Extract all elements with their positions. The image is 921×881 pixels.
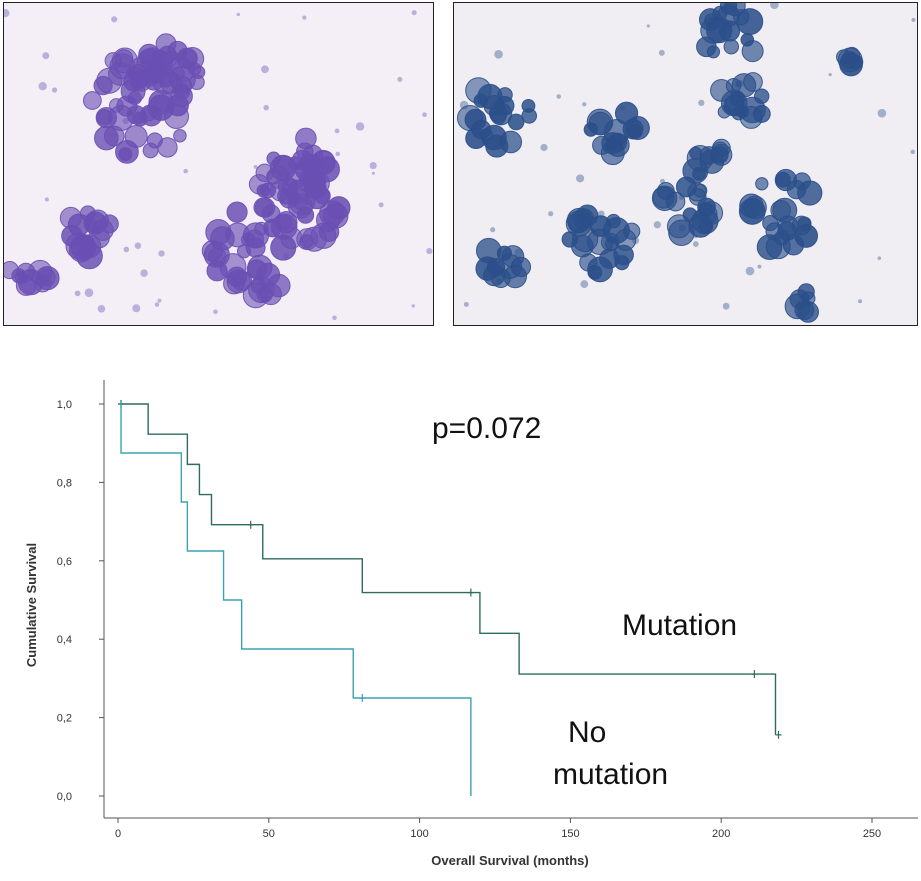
p-value-annotation: p=0.072	[432, 412, 541, 445]
x-tick-label: 100	[410, 828, 428, 840]
x-tick-label: 150	[561, 828, 579, 840]
series-label-mutation: Mutation	[622, 609, 737, 642]
series-label-no-mutation-line1: No	[568, 716, 606, 749]
y-tick-label: 0,8	[57, 477, 72, 489]
x-axis-title: Overall Survival (months)	[431, 853, 589, 868]
series-label-no-mutation-line2: mutation	[553, 758, 668, 791]
micrograph-right	[453, 2, 918, 326]
y-tick-label: 0,6	[57, 556, 72, 568]
micrograph-right-image	[456, 3, 916, 323]
y-tick-label: 0,4	[57, 634, 72, 646]
chart-series	[118, 400, 782, 796]
micrograph-left	[3, 2, 434, 326]
x-tick-label: 250	[863, 828, 881, 840]
chart-canvas: 0 50 100 150 200 250 0,0 0,2 0,4 0,6 0,8 1,0 p=0.07…	[24, 380, 918, 868]
x-tick-label: 0	[115, 828, 121, 840]
y-axis-title: Cumulative Survival	[24, 543, 39, 667]
x-tick-label: 50	[263, 828, 275, 840]
x-tick-label: 200	[712, 828, 730, 840]
chart-axes: 0 50 100 150 200 250 0,0 0,2 0,4 0,6 0,8 1,0	[57, 380, 918, 840]
micrograph-left-image	[4, 9, 433, 321]
y-tick-label: 0,2	[57, 713, 72, 725]
survival-chart: 0 50 100 150 200 250 0,0 0,2 0,4 0,6 0,8 1,0 p=0.07…	[0, 360, 921, 881]
y-tick-label: 1,0	[57, 399, 72, 411]
y-tick-label: 0,0	[57, 791, 72, 803]
